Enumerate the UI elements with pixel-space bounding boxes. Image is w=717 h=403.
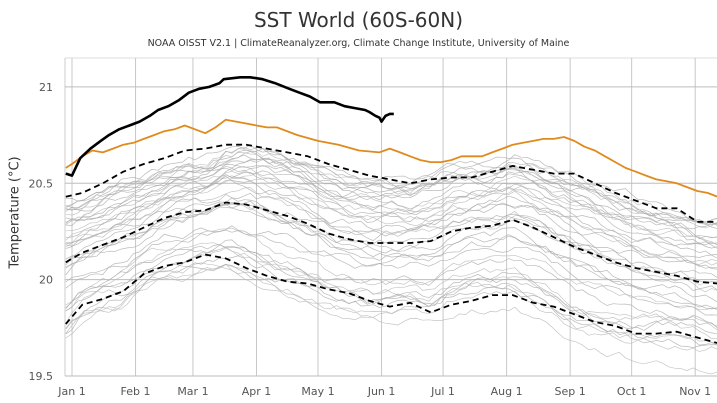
historical-year-line: [65, 229, 717, 316]
historical-year-line: [65, 165, 717, 240]
y-tick-label: 20: [39, 274, 53, 287]
historical-year-line: [65, 187, 717, 293]
historical-year-line: [65, 202, 717, 285]
historical-year-line: [65, 164, 717, 230]
x-tick-label: Jun 1: [367, 385, 396, 398]
x-tick-label: Sep 1: [555, 385, 586, 398]
x-tick-label: Jan 1: [57, 385, 85, 398]
series-lines: [65, 76, 717, 344]
current-year-line: [65, 76, 394, 177]
x-tick-label: Jul 1: [430, 385, 455, 398]
historical-year-line: [65, 146, 717, 229]
chart-subtitle: NOAA OISST V2.1 | ClimateReanalyzer.org,…: [147, 38, 570, 49]
y-tick-label: 19.5: [29, 370, 54, 383]
dashed-line--2-sigma: [65, 143, 717, 223]
historical-year-line: [65, 264, 717, 375]
x-tick-label: Oct 1: [617, 385, 647, 398]
historical-year-line: [65, 200, 717, 278]
y-tick-label: 20.5: [29, 177, 54, 190]
historical-year-line: [65, 167, 717, 259]
historical-year-line: [65, 177, 717, 266]
historical-year-line: [65, 172, 717, 249]
historical-year-line: [65, 174, 717, 265]
historical-year-line: [65, 255, 717, 331]
chart-title: SST World (60S-60N): [253, 8, 463, 32]
x-tick-label: Apr 1: [242, 385, 272, 398]
historical-year-line: [65, 193, 717, 291]
historical-year-line: [65, 152, 717, 224]
historical-year-line: [65, 144, 717, 225]
historical-year-line: [65, 244, 717, 346]
dashed-line--2-sigma: [65, 253, 717, 344]
historical-year-line: [65, 227, 717, 311]
dashed-line-mean: [65, 201, 717, 285]
y-tick-label: 21: [39, 81, 53, 94]
historical-year-lines: [65, 144, 717, 375]
historical-year-line: [65, 239, 717, 327]
historical-year-line: [65, 157, 717, 225]
x-tick-label: Aug 1: [491, 385, 523, 398]
axes: Jan 1 Feb 1 Mar 1 Apr 1 May 1 Jun 1 Jul 1 Aug 1…: [29, 81, 717, 398]
previous-year-line: [65, 118, 717, 198]
historical-year-line: [65, 225, 717, 311]
x-tick-label: Feb 1: [121, 385, 151, 398]
x-tick-label: May 1: [301, 385, 334, 398]
x-tick-label: Nov 1: [679, 385, 711, 398]
historical-year-line: [65, 175, 717, 270]
historical-year-line: [65, 264, 717, 335]
historical-year-line: [65, 173, 717, 239]
historical-year-line: [65, 203, 717, 310]
historical-year-line: [65, 242, 717, 339]
historical-year-line: [65, 262, 717, 352]
historical-year-line: [65, 148, 717, 229]
x-tick-label: Mar 1: [177, 385, 208, 398]
historical-year-line: [65, 168, 717, 246]
historical-year-line: [65, 247, 717, 331]
